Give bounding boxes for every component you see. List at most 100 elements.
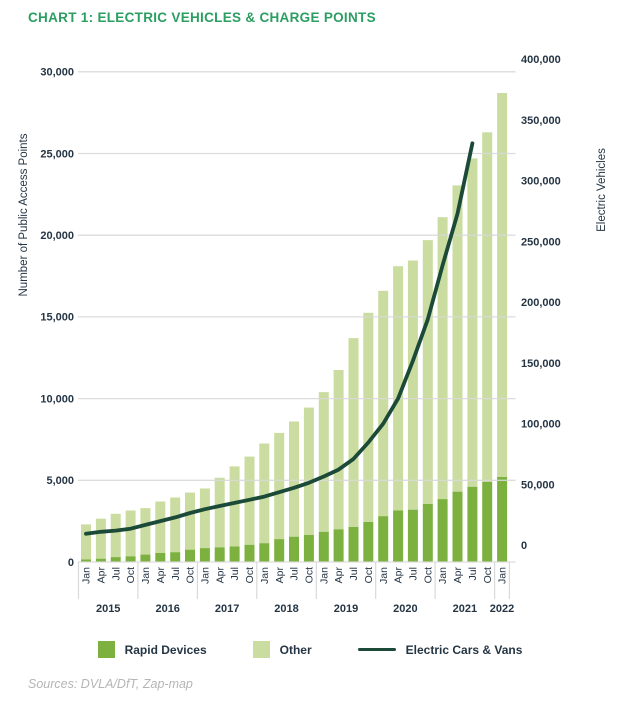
right-axis-tick: 0 [521,540,527,552]
bar-other-Jan 2016 [140,508,151,555]
month-label-Jan 2016: Jan [140,567,152,584]
bar-other-Jul 2015 [110,513,121,558]
right-axis-tick: 100,000 [521,419,561,431]
month-label-Oct 2019: Oct [363,567,375,583]
bar-other-Jan 2022 [497,93,508,477]
left-axis-tick: 0 [68,557,74,569]
bar-other-Jan 2018 [259,443,270,544]
month-label-Jan 2022: Jan [497,567,509,584]
left-axis-tick: 30,000 [40,67,74,79]
left-axis-tick: 20,000 [40,230,74,242]
bar-other-Jan 2021 [437,217,448,500]
bar-rapid-Jul 2019 [348,526,359,562]
month-label-Oct 2016: Oct [185,567,197,583]
chart-canvas: 0 5,000 10,000 15,000 20,000 25,000 30,000 0 50,… [18,54,608,615]
right-axis-tick: 250,000 [521,236,561,248]
bar-rapid-Jan 2019 [318,531,329,562]
month-label-Jan 2015: Jan [81,567,93,584]
year-label-2015: 2015 [96,603,120,615]
bar-other-Jul 2017 [229,466,240,547]
month-label-Apr 2018: Apr [274,567,286,584]
right-axis-tick: 50,000 [521,479,555,491]
bar-other-Jan 2017 [199,488,210,549]
sources-note: Sources: DVLA/DfT, Zap-map [28,677,193,691]
bar-other-Apr 2016 [155,501,166,553]
bar-rapid-Jul 2020 [407,509,418,562]
bar-other-Jan 2019 [318,392,329,532]
month-label-Jan 2017: Jan [199,567,211,584]
bar-rapid-Jan 2017 [199,548,210,562]
left-axis-tick: 25,000 [40,148,74,160]
right-axis-tick: 400,000 [521,54,561,66]
bar-other-Apr 2019 [333,370,344,530]
month-label-Jul 2018: Jul [289,567,301,580]
year-label-2021: 2021 [453,603,477,615]
legend-item-rapid-devices: Rapid Devices [97,641,207,658]
other-swatch-icon [252,641,270,658]
bar-rapid-Oct 2017 [244,544,255,562]
legend-label: Other [279,642,312,657]
bar-rapid-Apr 2020 [393,510,404,562]
bar-other-Apr 2018 [274,432,285,540]
chart-title: CHART 1: ELECTRIC VEHICLES & CHARGE POIN… [28,10,376,25]
bar-other-Oct 2020 [422,240,433,504]
legend-item-other: Other [252,641,312,658]
bar-rapid-Oct 2021 [482,481,493,562]
month-label-Jan 2018: Jan [259,567,271,584]
bar-rapid-Jan 2015 [81,559,91,562]
bar-rapid-Jul 2021 [467,486,478,562]
chart-legend: Rapid Devices Other Electric Cars & Vans [0,641,620,658]
bar-rapid-Oct 2016 [185,549,195,562]
bar-other-Oct 2016 [185,492,195,550]
month-label-Jan 2020: Jan [378,567,390,584]
month-label-Apr 2019: Apr [333,567,345,584]
bar-other-Jul 2019 [348,338,359,527]
left-axis-tick: 10,000 [40,393,74,405]
bar-rapid-Apr 2016 [155,553,166,562]
bar-rapid-Apr 2015 [95,558,106,562]
bar-other-Oct 2018 [303,407,314,536]
month-label-Jul 2021: Jul [467,567,479,580]
year-label-2017: 2017 [215,603,239,615]
bar-rapid-Jan 2022 [497,477,508,562]
bar-rapid-Oct 2019 [363,522,374,562]
right-axis-tick: 200,000 [521,297,561,309]
year-label-2022: 2022 [490,603,514,615]
bar-rapid-Jan 2016 [140,554,151,562]
bar-rapid-Jul 2018 [289,536,299,562]
bar-rapid-Oct 2015 [125,556,136,562]
year-label-2018: 2018 [274,603,298,615]
line-swatch-icon [357,647,396,652]
month-label-Jul 2020: Jul [407,567,419,580]
bar-rapid-Apr 2018 [274,539,285,562]
month-label-Oct 2020: Oct [422,567,434,583]
left-axis-tick: 15,000 [40,312,74,324]
bar-other-Oct 2021 [482,132,493,483]
bar-rapid-Jan 2018 [259,543,270,562]
year-label-2019: 2019 [334,603,358,615]
right-axis-tick: 300,000 [521,176,561,188]
bar-rapid-Apr 2019 [333,529,344,562]
bar-other-Jan 2020 [378,290,389,517]
month-label-Apr 2020: Apr [393,567,405,584]
bar-other-Jul 2016 [170,497,181,553]
bar-other-Jul 2018 [289,421,299,537]
bar-rapid-Jan 2021 [437,499,448,562]
right-axis-title: Electric Vehicles [596,148,608,232]
right-axis-tick: 150,000 [521,358,561,370]
right-axis-tick: 350,000 [521,115,561,127]
bar-rapid-Oct 2018 [303,535,314,562]
month-label-Oct 2015: Oct [125,567,137,583]
bar-rapid-Jul 2017 [229,546,240,562]
bar-other-Apr 2021 [452,185,463,492]
bar-rapid-Apr 2017 [214,547,225,562]
legend-label: Rapid Devices [124,642,207,657]
month-label-Jul 2017: Jul [229,567,241,580]
bar-other-Apr 2017 [214,477,225,548]
month-label-Oct 2017: Oct [244,567,256,583]
bar-rapid-Jan 2020 [378,516,389,562]
month-label-Jan 2021: Jan [437,567,449,584]
month-label-Apr 2016: Apr [155,567,167,584]
month-label-Apr 2015: Apr [95,567,107,584]
bar-rapid-Oct 2020 [422,504,433,562]
